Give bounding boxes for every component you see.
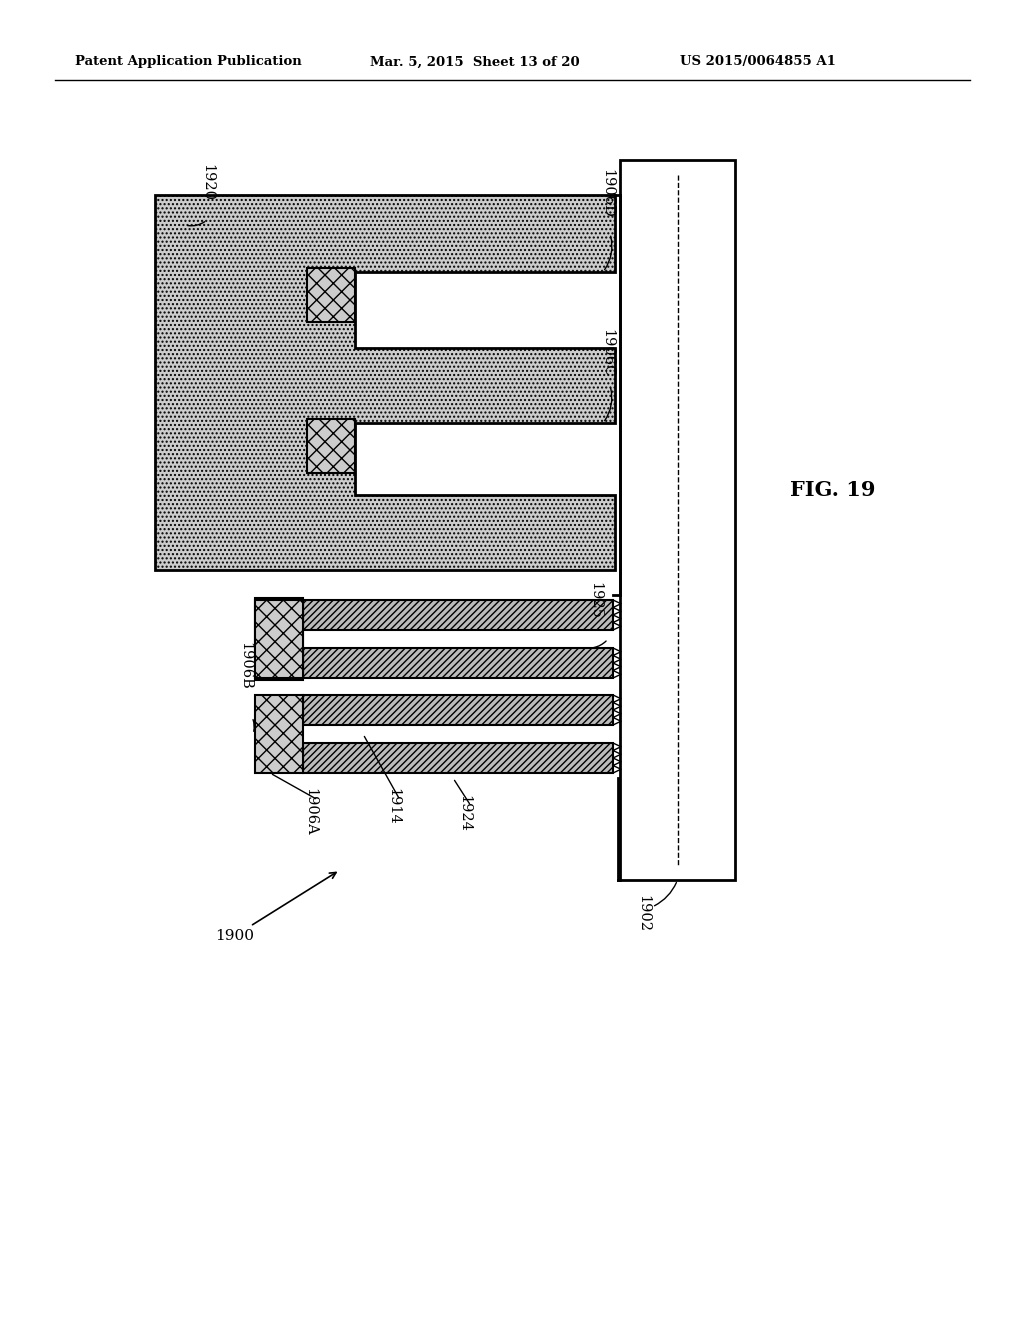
Text: 1924: 1924 [457,795,471,832]
Bar [303,743,613,774]
Bar [620,160,735,880]
Text: 1920: 1920 [200,165,214,202]
Bar [303,696,613,725]
Polygon shape [155,195,615,570]
Text: 1906A: 1906A [303,788,317,836]
Bar [303,601,613,630]
Text: 1900: 1900 [215,873,336,942]
Bar [255,601,303,678]
Text: Patent Application Publication: Patent Application Publication [75,55,302,69]
Bar [307,418,355,473]
Text: Mar. 5, 2015  Sheet 13 of 20: Mar. 5, 2015 Sheet 13 of 20 [370,55,580,69]
Bar [303,648,613,678]
Text: 1906C: 1906C [600,329,614,378]
Text: 1902: 1902 [636,895,650,932]
Bar [255,696,303,774]
Text: 1914: 1914 [386,788,400,825]
Bar [255,598,303,680]
Text: FIG. 19: FIG. 19 [790,480,876,500]
Text: US 2015/0064855 A1: US 2015/0064855 A1 [680,55,836,69]
Bar [307,268,355,322]
Text: 1925: 1925 [588,582,602,619]
Text: 1906B: 1906B [238,642,252,690]
Text: 1906D: 1906D [600,169,614,218]
